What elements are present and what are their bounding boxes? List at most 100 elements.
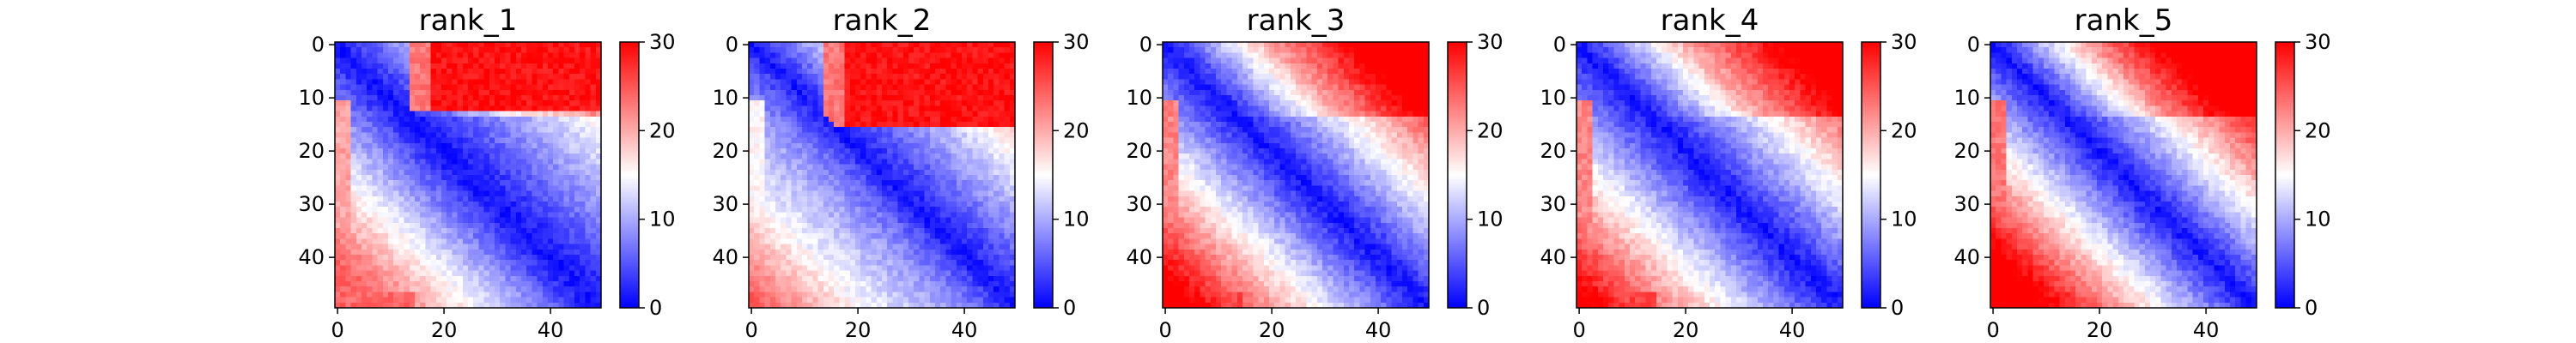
heatmap-cell xyxy=(860,196,866,202)
heatmap-cell xyxy=(430,212,437,219)
heatmap-cell xyxy=(866,265,872,272)
heatmap-cell xyxy=(892,132,899,139)
heatmap-cell xyxy=(977,207,984,213)
heatmap-cell xyxy=(887,190,893,197)
heatmap-cell xyxy=(967,127,973,133)
heatmap-cell xyxy=(982,122,989,128)
heatmap-cell xyxy=(425,202,432,208)
heatmap-cell xyxy=(935,105,941,112)
heatmap-cell xyxy=(350,238,357,245)
heatmap-cell xyxy=(452,57,459,64)
heatmap-cell xyxy=(340,52,346,59)
heatmap-cell xyxy=(483,255,490,261)
heatmap-cell xyxy=(940,42,946,48)
heatmap-cell xyxy=(839,47,846,53)
heatmap-cell xyxy=(447,202,453,208)
heatmap-cell xyxy=(532,233,538,239)
heatmap-cell xyxy=(914,153,920,159)
heatmap-cell xyxy=(404,116,410,123)
heatmap-cell xyxy=(495,265,501,272)
colorbar-segment xyxy=(620,63,639,68)
heatmap-cell xyxy=(796,249,803,256)
heatmap-cell xyxy=(839,275,846,282)
heatmap-cell xyxy=(548,190,554,197)
heatmap-cell xyxy=(1004,244,1011,250)
heatmap-cell xyxy=(415,275,421,282)
heatmap-cell xyxy=(425,137,432,144)
heatmap-cell xyxy=(876,255,883,261)
heatmap-cell xyxy=(558,148,565,154)
heatmap-cell xyxy=(435,57,442,64)
heatmap-cell xyxy=(500,127,506,133)
heatmap-cell xyxy=(908,89,914,96)
heatmap-cell xyxy=(876,132,883,139)
heatmap-cell xyxy=(447,169,453,176)
heatmap-cell xyxy=(553,42,559,48)
colorbar-segment xyxy=(620,48,639,51)
heatmap-cell xyxy=(977,52,984,59)
heatmap-cell xyxy=(972,265,979,272)
heatmap-cell xyxy=(495,244,501,250)
heatmap-cell xyxy=(1009,63,1016,69)
heatmap-cell xyxy=(393,111,399,117)
heatmap-cell xyxy=(967,281,973,287)
heatmap-cell xyxy=(945,185,952,192)
heatmap-cell xyxy=(962,42,968,48)
heatmap-cell xyxy=(993,207,999,213)
heatmap-cell xyxy=(526,222,532,229)
heatmap-cell xyxy=(574,57,580,64)
heatmap-cell xyxy=(914,84,920,91)
heatmap-cell xyxy=(796,275,803,282)
heatmap-cell xyxy=(367,249,373,256)
heatmap-cell xyxy=(532,116,538,123)
heatmap-cell xyxy=(367,302,373,309)
heatmap-cell xyxy=(532,122,538,128)
heatmap-cell xyxy=(849,84,856,91)
heatmap-cell xyxy=(489,180,495,186)
colorbar-segment xyxy=(620,115,639,118)
heatmap-cell xyxy=(972,281,979,287)
heatmap-cell xyxy=(398,52,405,59)
heatmap-cell xyxy=(754,100,760,106)
heatmap-cell xyxy=(468,281,474,287)
heatmap-cell xyxy=(500,148,506,154)
heatmap-cell xyxy=(515,111,522,117)
heatmap-cell xyxy=(372,202,379,208)
heatmap-cell xyxy=(500,255,506,261)
heatmap-cell xyxy=(415,84,421,91)
heatmap-cell xyxy=(812,89,819,96)
heatmap-cell xyxy=(563,169,570,176)
heatmap-cell xyxy=(355,286,362,292)
colorbar-segment xyxy=(620,165,639,169)
heatmap-cell xyxy=(580,84,586,91)
colorbar-segment xyxy=(620,206,639,209)
heatmap-cell xyxy=(914,281,920,287)
heatmap-cell xyxy=(786,132,793,139)
heatmap-cell xyxy=(935,196,941,202)
heatmap-cell xyxy=(940,260,946,266)
heatmap-cell xyxy=(914,137,920,144)
heatmap-cell xyxy=(420,153,426,159)
heatmap-cell xyxy=(409,122,416,128)
heatmap-cell xyxy=(590,122,597,128)
heatmap-cell xyxy=(855,132,861,139)
heatmap-cell xyxy=(919,69,926,75)
heatmap-cell xyxy=(972,159,979,165)
heatmap-cell xyxy=(1004,212,1011,219)
heatmap-cell xyxy=(1004,233,1011,239)
heatmap-cell xyxy=(871,249,878,256)
heatmap-cell xyxy=(404,148,410,154)
heatmap-cell xyxy=(580,249,586,256)
heatmap-cell xyxy=(585,42,592,48)
heatmap-cell xyxy=(945,244,952,250)
heatmap-cell xyxy=(919,148,926,154)
heatmap-cell xyxy=(553,222,559,229)
heatmap-cell xyxy=(802,190,808,197)
heatmap-cell xyxy=(441,255,447,261)
heatmap-cell xyxy=(834,185,840,192)
heatmap-cell xyxy=(489,122,495,128)
heatmap-cell xyxy=(409,42,416,48)
heatmap-cell xyxy=(999,84,1005,91)
heatmap-cell xyxy=(548,228,554,234)
heatmap-cell xyxy=(796,132,803,139)
